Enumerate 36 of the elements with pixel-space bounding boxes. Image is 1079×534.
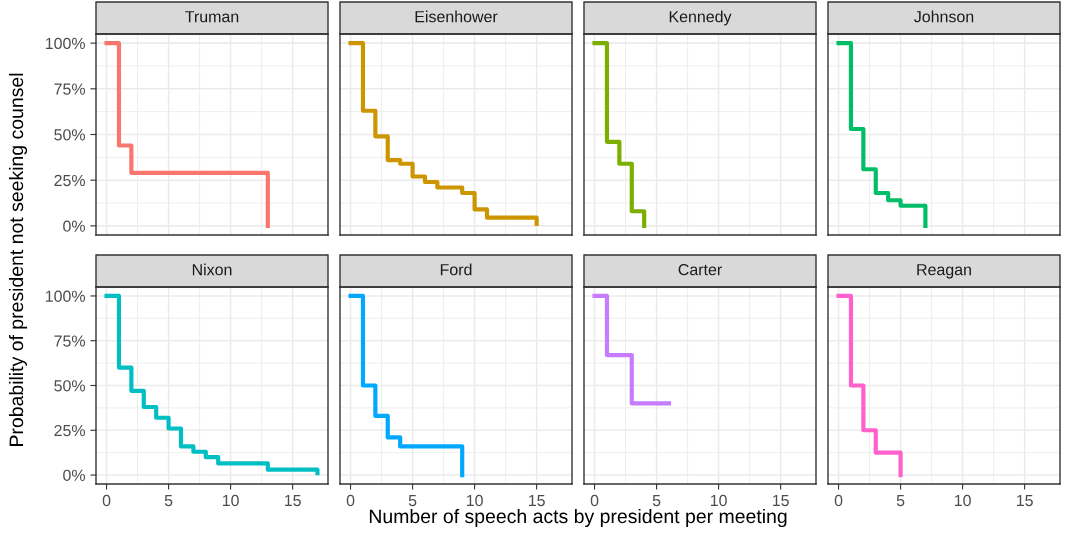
- y-tick-label: 100%: [45, 290, 86, 302]
- x-tick-label: 10: [710, 494, 727, 507]
- x-tick-label: 10: [466, 494, 483, 507]
- chart-title: Ford: [440, 263, 472, 276]
- chart-title: Johnson: [914, 10, 974, 23]
- chart-title: Nixon: [192, 263, 232, 276]
- y-tick-label: 50%: [54, 380, 86, 392]
- y-tick-label: 75%: [54, 335, 86, 347]
- x-tick-label: 15: [772, 495, 789, 507]
- y-tick-label: 75%: [54, 83, 86, 95]
- y-axis-title: Probability of president not seeking counsel: [8, 73, 28, 446]
- x-tick-label: 10: [222, 494, 239, 507]
- x-tick-label: 5: [408, 495, 417, 507]
- y-tick-label: 100%: [45, 37, 86, 50]
- x-tick-label: 5: [164, 495, 173, 507]
- chart-title: Reagan: [917, 264, 971, 279]
- y-tick-label: 25%: [54, 424, 86, 437]
- x-axis-title: Number of speech acts by president per meeting: [369, 508, 787, 528]
- chart-title: Eisenhower: [415, 10, 498, 23]
- y-tick-label: 0%: [63, 469, 86, 481]
- x-tick-label: 10: [954, 494, 971, 507]
- y-tick-label: 25%: [54, 174, 86, 187]
- y-tick-label: 0%: [63, 220, 86, 232]
- x-tick-label: 0: [346, 494, 355, 507]
- x-tick-label: 5: [652, 495, 661, 507]
- chart-title: Truman: [185, 11, 239, 23]
- x-tick-label: 0: [102, 494, 111, 507]
- x-tick-label: 15: [1016, 495, 1033, 507]
- x-tick-label: 5: [896, 495, 905, 507]
- x-tick-label: 0: [834, 494, 843, 507]
- chart-title: Kennedy: [669, 10, 732, 26]
- chart-title: Carter: [678, 263, 722, 276]
- x-tick-label: 15: [528, 495, 545, 507]
- x-tick-label: 15: [284, 495, 301, 507]
- y-tick-label: 50%: [54, 129, 86, 141]
- x-tick-label: 0: [590, 494, 599, 507]
